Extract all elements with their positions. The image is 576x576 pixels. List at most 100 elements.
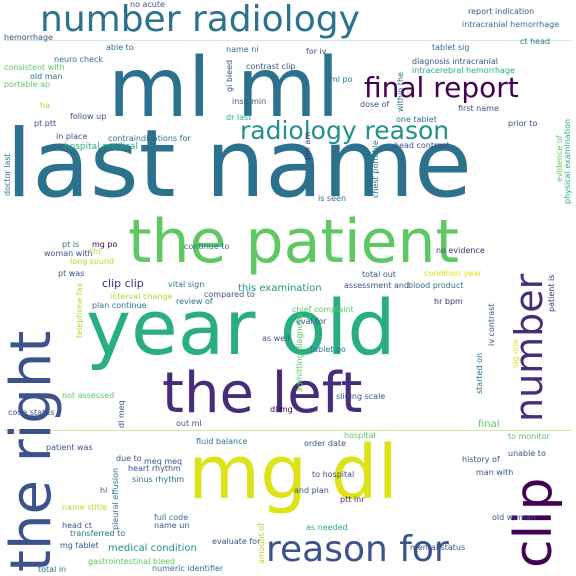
word: history of [462, 455, 500, 464]
word: pt is [62, 240, 80, 249]
word: mg po [92, 240, 118, 249]
word: woman with [44, 249, 93, 258]
word: admitting diagnosis [295, 313, 304, 392]
word: sinus rhythm [132, 475, 185, 484]
word: last name [6, 110, 473, 219]
word: unable to [508, 449, 546, 458]
word: clip [504, 477, 564, 569]
word: full code [154, 513, 189, 522]
word: thi [90, 247, 101, 256]
word: contrast clip [246, 62, 296, 71]
word: compared to [204, 290, 255, 299]
word: portable ap [4, 80, 51, 89]
word: ml po [330, 75, 353, 84]
word: the left [162, 361, 363, 426]
word: fluid balance [196, 437, 248, 446]
word: contraindications for [108, 134, 191, 143]
word: as needed [306, 523, 348, 532]
word: tablet sig [432, 43, 470, 52]
word: diagnosis intracranial [412, 57, 498, 66]
word: name un [154, 521, 190, 530]
word: out ml [176, 419, 202, 428]
word: eval for [296, 317, 327, 326]
word: transferred to [70, 529, 126, 538]
word: old woman [492, 513, 536, 522]
word: one tablet [396, 115, 437, 124]
word: to monitor [508, 432, 550, 441]
word: amount of [257, 522, 266, 564]
word: blood product [408, 281, 464, 290]
word: man with [476, 468, 514, 477]
word: pt was [58, 269, 85, 278]
word: dl meq [117, 400, 126, 428]
word: patient was [46, 443, 93, 452]
word: and plan [294, 486, 329, 495]
word: old man [30, 72, 63, 81]
word: hr bpm [434, 297, 463, 306]
word: follow up [70, 112, 107, 121]
word: in place [56, 132, 88, 141]
word: reason for [266, 529, 449, 570]
word: first name [458, 104, 499, 113]
word: report indication [468, 7, 535, 16]
word: hemorrhage [4, 33, 53, 42]
word: total out [362, 270, 396, 279]
word: gastrointestinal bleed [88, 557, 176, 566]
word: plan continue [92, 301, 147, 310]
word: consistent with [4, 63, 65, 72]
word: intracerebral hemorrhage [412, 66, 515, 75]
word: numeric identifier [152, 564, 224, 573]
word: hi [100, 486, 108, 495]
word: order date [304, 439, 346, 448]
word: as well [262, 334, 290, 343]
word: no evidence [436, 246, 485, 255]
word: evaluate for [212, 537, 261, 546]
word: mental status [410, 543, 466, 552]
word: hospital medical [64, 142, 138, 152]
word: meq meq [144, 457, 183, 466]
word: ml ml [108, 41, 340, 136]
word: heart rhythm [128, 464, 181, 473]
word: mg tablet [60, 541, 99, 550]
word: mg dl [188, 430, 399, 516]
word: dose of [360, 100, 390, 109]
word: review of [176, 297, 213, 306]
word: number radiology [40, 0, 360, 40]
word: assessment and [344, 281, 410, 290]
word: pleural effusion [111, 467, 120, 530]
word: final [478, 419, 500, 430]
word: started on [475, 352, 484, 394]
word: for iv [306, 47, 327, 56]
word: the patient [128, 207, 460, 277]
divider-line [4, 40, 572, 41]
word: dl mg [270, 405, 293, 414]
word: ct head [520, 37, 551, 46]
word: physical examination [563, 118, 572, 204]
word: clip clip [102, 277, 144, 290]
word: head ct [62, 521, 93, 530]
word: total in [38, 565, 67, 574]
word: year old [86, 283, 396, 372]
word: continue to [184, 242, 230, 251]
word: condition year [424, 269, 482, 278]
word: intracranial hemorrhage [462, 20, 560, 29]
word: this examination [238, 283, 322, 294]
word: is seen [318, 194, 347, 203]
word: dr last [226, 113, 252, 122]
word: name stitle [62, 503, 108, 512]
word: able to [106, 43, 134, 52]
word: due to [116, 454, 142, 463]
word: head contrast [394, 141, 450, 150]
word: insp min [232, 97, 267, 106]
word: pt ptt [34, 119, 57, 128]
word: prior to [508, 119, 538, 128]
word: ptt inr [340, 495, 365, 504]
word: neuro check [54, 55, 104, 64]
word: interval change [110, 292, 173, 301]
word: within the [396, 72, 405, 112]
word: pm am [303, 131, 312, 160]
word: medical condition [108, 543, 197, 554]
word: chief complaint [292, 305, 354, 314]
word: final report [364, 71, 519, 104]
